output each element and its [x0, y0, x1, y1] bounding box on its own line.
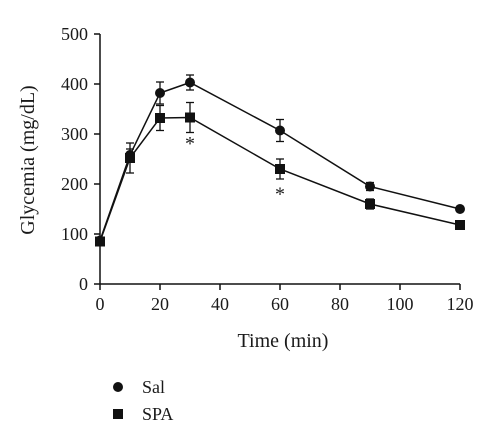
significance-marker: * [275, 184, 285, 206]
data-point-spa [185, 112, 195, 123]
x-axis-ticks: 0 20 40 60 80 100 120 [96, 284, 474, 314]
legend-marker-square-icon [113, 409, 123, 419]
y-tick-label: 100 [61, 224, 88, 244]
legend-label-sal: Sal [142, 377, 165, 397]
data-point-spa [155, 113, 165, 123]
x-tick-label: 20 [151, 294, 169, 314]
data-point-sal [185, 77, 195, 88]
data-point-spa [125, 153, 135, 163]
y-axis-ticks: 0 100 200 300 400 500 [61, 24, 100, 294]
legend-marker-circle-icon [113, 382, 123, 392]
x-axis-title: Time (min) [238, 330, 329, 352]
data-point-sal [275, 125, 285, 136]
series-layer [95, 74, 465, 247]
data-point-sal [365, 181, 375, 192]
data-point-spa [275, 164, 285, 174]
data-point-sal [455, 204, 465, 214]
x-tick-label: 120 [447, 294, 474, 314]
x-tick-label: 60 [271, 294, 289, 314]
x-tick-label: 80 [331, 294, 349, 314]
data-point-spa [455, 220, 465, 230]
y-tick-label: 500 [61, 24, 88, 44]
x-tick-label: 100 [387, 294, 414, 314]
significance-marker: * [185, 133, 195, 155]
y-tick-label: 300 [61, 124, 88, 144]
y-tick-label: 400 [61, 74, 88, 94]
series-spa [95, 101, 465, 247]
data-point-spa [95, 236, 105, 247]
legend-label-spa: SPA [142, 404, 173, 424]
legend-item-sal: Sal [113, 377, 165, 397]
legend: Sal SPA [113, 377, 173, 424]
y-axis-title: Glycemia (mg/dL) [17, 85, 39, 234]
legend-item-spa: SPA [113, 404, 173, 424]
y-tick-label: 0 [79, 274, 88, 294]
data-point-sal [155, 88, 165, 98]
annotation-layer: ** [185, 133, 285, 206]
data-point-spa [365, 199, 375, 209]
y-tick-label: 200 [61, 174, 88, 194]
x-tick-label: 0 [96, 294, 105, 314]
x-tick-label: 40 [211, 294, 229, 314]
